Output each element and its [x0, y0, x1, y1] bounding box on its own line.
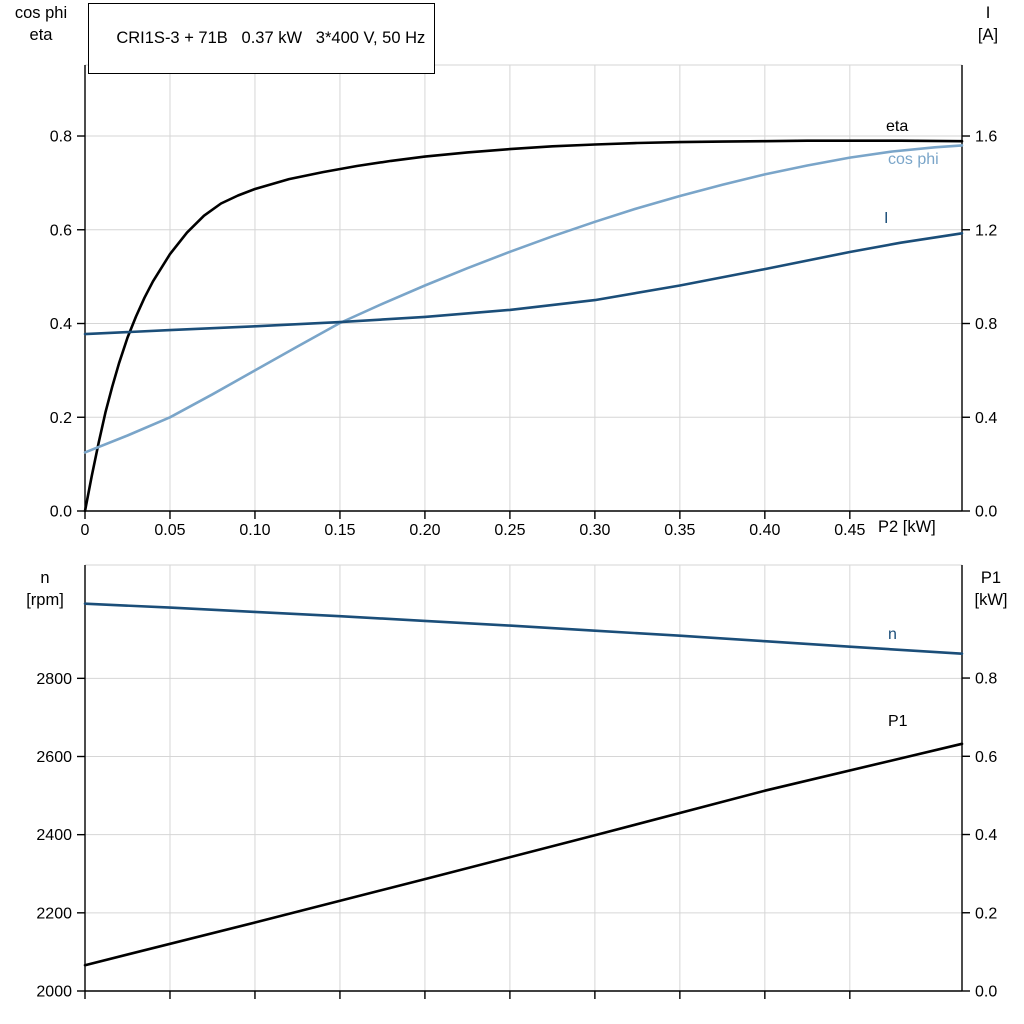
series-curve-i — [83, 232, 964, 336]
left-axis-tick-label: 0.2 — [50, 410, 72, 427]
left-axis-label-line1: n — [40, 569, 50, 587]
series-curve-eta — [83, 139, 964, 513]
left-axis-tick-label: 2400 — [36, 827, 72, 844]
x-axis-tick-label: 0.30 — [579, 522, 610, 539]
left-axis-tick-label: 2200 — [36, 905, 72, 922]
x-axis-tick-label: 0.10 — [239, 522, 270, 539]
x-axis-tick-label: 0.40 — [749, 522, 780, 539]
x-axis-tick-label: 0.20 — [409, 522, 440, 539]
x-axis-tick-label: 0.45 — [834, 522, 865, 539]
left-axis-label-line1: cos phi — [14, 4, 68, 22]
right-axis-tick-label: 0.0 — [975, 504, 997, 521]
chart-title: CRI1S-3 + 71B 0.37 kW 3*400 V, 50 Hz — [116, 29, 426, 47]
right-axis-tick-label: 0.4 — [975, 827, 997, 844]
x-axis-label: P2 [kW] — [878, 518, 936, 536]
right-axis-tick-label: 0.0 — [975, 984, 997, 1001]
left-axis-tick-label: 0.8 — [50, 129, 72, 146]
series-curve-p1 — [83, 742, 964, 967]
series-curve-n — [83, 602, 964, 655]
right-axis-label-line2: [A] — [977, 26, 999, 44]
series-label-i: I — [884, 210, 888, 227]
right-axis-label-line1: I — [985, 4, 991, 22]
top-right-axis-label: I [A] — [961, 2, 1015, 46]
right-axis-label-line1: P1 — [980, 569, 1002, 587]
bottom-left-axis-label: n [rpm] — [12, 567, 78, 611]
x-axis-tick-label: 0.05 — [154, 522, 185, 539]
x-axis-tick-label: 0.15 — [324, 522, 355, 539]
right-axis-label-line2: [kW] — [974, 591, 1008, 609]
left-axis-tick-label: 0.4 — [50, 316, 72, 333]
right-axis-tick-label: 1.2 — [975, 222, 997, 239]
bottom-right-axis-label: P1 [kW] — [962, 567, 1020, 611]
series-label-n: n — [888, 626, 897, 643]
left-axis-tick-label: 0.6 — [50, 222, 72, 239]
right-axis-tick-label: 1.6 — [975, 129, 997, 146]
left-axis-tick-label: 2600 — [36, 749, 72, 766]
left-axis-label-line2: [rpm] — [26, 591, 64, 609]
chart-title-box: CRI1S-3 + 71B 0.37 kW 3*400 V, 50 Hz — [88, 3, 436, 74]
left-axis-tick-label: 2800 — [36, 671, 72, 688]
x-axis-tick-label: 0 — [81, 522, 90, 539]
right-axis-tick-label: 0.8 — [975, 671, 997, 688]
right-axis-tick-label: 0.6 — [975, 749, 997, 766]
x-axis-tick-label: 0.25 — [494, 522, 525, 539]
left-axis-label-line2: eta — [29, 26, 53, 44]
left-axis-tick-label: 2000 — [36, 984, 72, 1001]
left-axis-tick-label: 0.0 — [50, 504, 72, 521]
series-label-cos-phi: cos phi — [888, 151, 939, 168]
series-curve-cos-phi — [83, 144, 964, 454]
right-axis-tick-label: 0.4 — [975, 410, 997, 427]
right-axis-tick-label: 0.8 — [975, 316, 997, 333]
x-axis-tick-label: 0.35 — [664, 522, 695, 539]
right-axis-tick-label: 0.2 — [975, 905, 997, 922]
top-left-axis-label: cos phi eta — [6, 2, 76, 46]
series-label-eta: eta — [886, 118, 908, 135]
series-label-p1: P1 — [888, 713, 908, 730]
